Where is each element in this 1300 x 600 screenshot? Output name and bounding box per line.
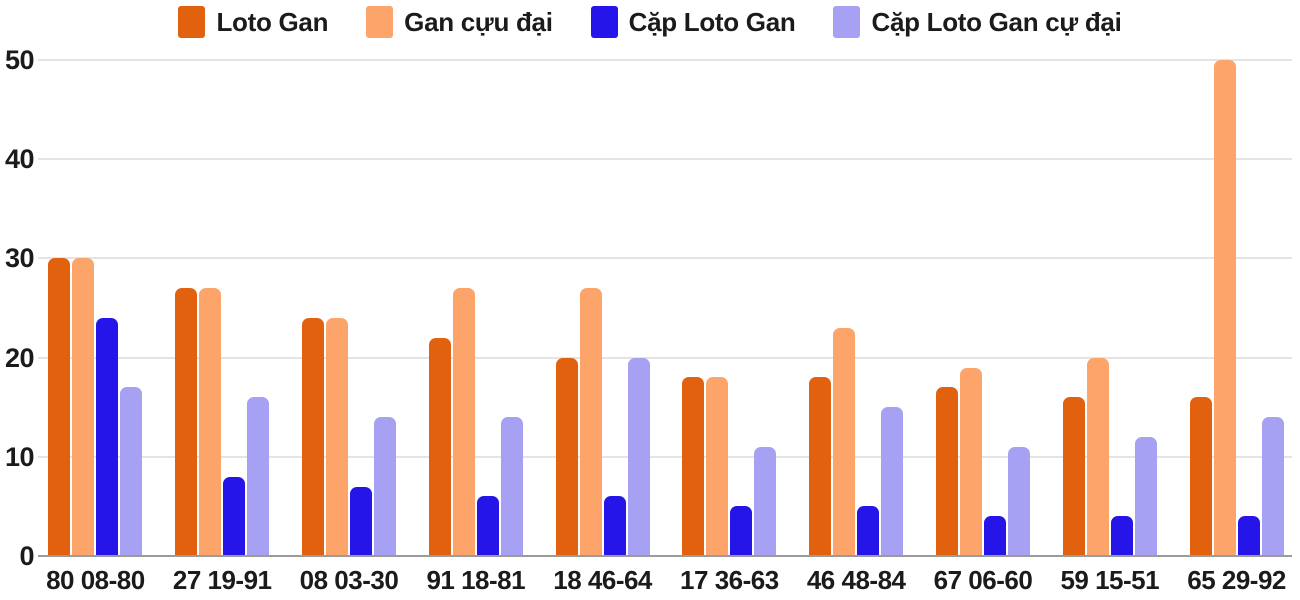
bar bbox=[175, 288, 198, 556]
bars-row bbox=[48, 258, 143, 556]
legend-label: Cặp Loto Gan cự đại bbox=[871, 6, 1122, 37]
bars-row bbox=[175, 288, 270, 556]
bar-group: 65 29-92 bbox=[1187, 60, 1286, 600]
legend-swatch-icon bbox=[590, 6, 618, 38]
y-tick-label: 30 bbox=[4, 243, 35, 274]
bars-row bbox=[555, 288, 650, 556]
bar bbox=[247, 397, 270, 556]
gridline bbox=[38, 257, 1292, 260]
x-category-label: 65 29-92 bbox=[1187, 565, 1286, 595]
legend: Loto Gan Gan cựu đại Cặp Loto Gan Cặp Loto … bbox=[0, 6, 1300, 38]
legend-label: Gan cựu đại bbox=[404, 6, 553, 37]
bar-group: 17 36-63 bbox=[680, 377, 779, 600]
bar bbox=[706, 377, 729, 556]
bars-row bbox=[1062, 357, 1157, 556]
bars-row bbox=[682, 377, 777, 556]
y-tick-label: 20 bbox=[4, 342, 35, 373]
bars-row bbox=[428, 288, 523, 556]
bar bbox=[627, 357, 650, 556]
gridline bbox=[38, 158, 1292, 161]
y-tick-label: 40 bbox=[4, 144, 35, 175]
bar bbox=[881, 407, 904, 556]
bar bbox=[1261, 417, 1284, 556]
legend-label: Loto Gan bbox=[216, 6, 329, 37]
x-category-label: 80 08-80 bbox=[46, 565, 145, 595]
gridline bbox=[38, 356, 1292, 359]
bar bbox=[500, 417, 523, 556]
bars-row bbox=[1189, 60, 1284, 556]
bar bbox=[349, 486, 372, 556]
bar-group: 18 46-64 bbox=[553, 288, 652, 600]
bar bbox=[1189, 397, 1212, 556]
legend-swatch-icon bbox=[833, 6, 861, 38]
bar bbox=[373, 417, 396, 556]
bar bbox=[603, 496, 626, 556]
x-category-label: 59 15-51 bbox=[1060, 565, 1160, 595]
bar bbox=[48, 258, 71, 556]
bar bbox=[983, 516, 1006, 556]
x-category-label: 17 36-63 bbox=[680, 565, 779, 595]
bar bbox=[1110, 516, 1133, 556]
bar-group: 08 03-30 bbox=[299, 317, 399, 600]
bar bbox=[72, 258, 95, 556]
legend-item-4: Cặp Loto Gan cự đại bbox=[833, 6, 1122, 38]
x-axis-line bbox=[38, 555, 1292, 557]
bar bbox=[301, 317, 324, 556]
bar bbox=[555, 357, 578, 556]
bars-row bbox=[809, 327, 904, 556]
bar-group: 91 18-81 bbox=[426, 288, 526, 600]
bar bbox=[428, 337, 451, 556]
bar-group: 80 08-80 bbox=[46, 258, 145, 600]
bar-group: 67 06-60 bbox=[933, 367, 1033, 600]
bar bbox=[730, 506, 753, 556]
bar bbox=[96, 317, 119, 556]
bar-group: 27 19-91 bbox=[173, 288, 272, 600]
bar bbox=[1134, 436, 1157, 556]
x-category-label: 46 48-84 bbox=[806, 565, 906, 595]
y-tick-label: 0 bbox=[19, 541, 34, 571]
legend-item-3: Cặp Loto Gan bbox=[590, 6, 796, 38]
legend-swatch-icon bbox=[178, 6, 206, 38]
bar bbox=[833, 327, 856, 556]
bar bbox=[223, 476, 246, 556]
legend-item-1: Loto Gan bbox=[178, 6, 328, 38]
x-category-label: 08 03-30 bbox=[299, 565, 399, 595]
bar bbox=[754, 446, 777, 556]
legend-label: Cặp Loto Gan bbox=[628, 6, 796, 37]
bars-row bbox=[935, 367, 1030, 556]
bar bbox=[1086, 357, 1109, 556]
bar bbox=[476, 496, 499, 556]
bar-groups: 80 08-80 27 19-91 08 03-30 91 18-81 18 46-64… bbox=[32, 60, 1300, 600]
x-category-label: 91 18-81 bbox=[426, 565, 526, 595]
bar bbox=[935, 387, 958, 556]
legend-item-2: Gan cựu đại bbox=[366, 6, 553, 38]
bars-row bbox=[301, 317, 396, 556]
gridline bbox=[38, 59, 1292, 61]
x-category-label: 18 46-64 bbox=[553, 565, 652, 595]
gridline bbox=[38, 455, 1292, 458]
bar bbox=[682, 377, 705, 556]
bar bbox=[199, 288, 222, 556]
bar bbox=[452, 288, 475, 556]
y-tick-label: 10 bbox=[4, 441, 35, 472]
bar bbox=[1213, 60, 1236, 556]
bar bbox=[1007, 446, 1030, 556]
x-category-label: 27 19-91 bbox=[172, 565, 272, 595]
y-tick-label: 50 bbox=[4, 45, 35, 75]
bar bbox=[1237, 516, 1260, 556]
bar bbox=[1062, 397, 1085, 556]
bar-group: 59 15-51 bbox=[1060, 357, 1160, 600]
x-category-label: 67 06-60 bbox=[933, 565, 1033, 595]
bar bbox=[809, 377, 832, 556]
bar bbox=[857, 506, 880, 556]
bar bbox=[959, 367, 982, 556]
bar bbox=[579, 288, 602, 556]
bar bbox=[120, 387, 143, 556]
bar bbox=[325, 317, 348, 556]
bar-group: 46 48-84 bbox=[806, 327, 906, 600]
legend-swatch-icon bbox=[366, 6, 394, 38]
